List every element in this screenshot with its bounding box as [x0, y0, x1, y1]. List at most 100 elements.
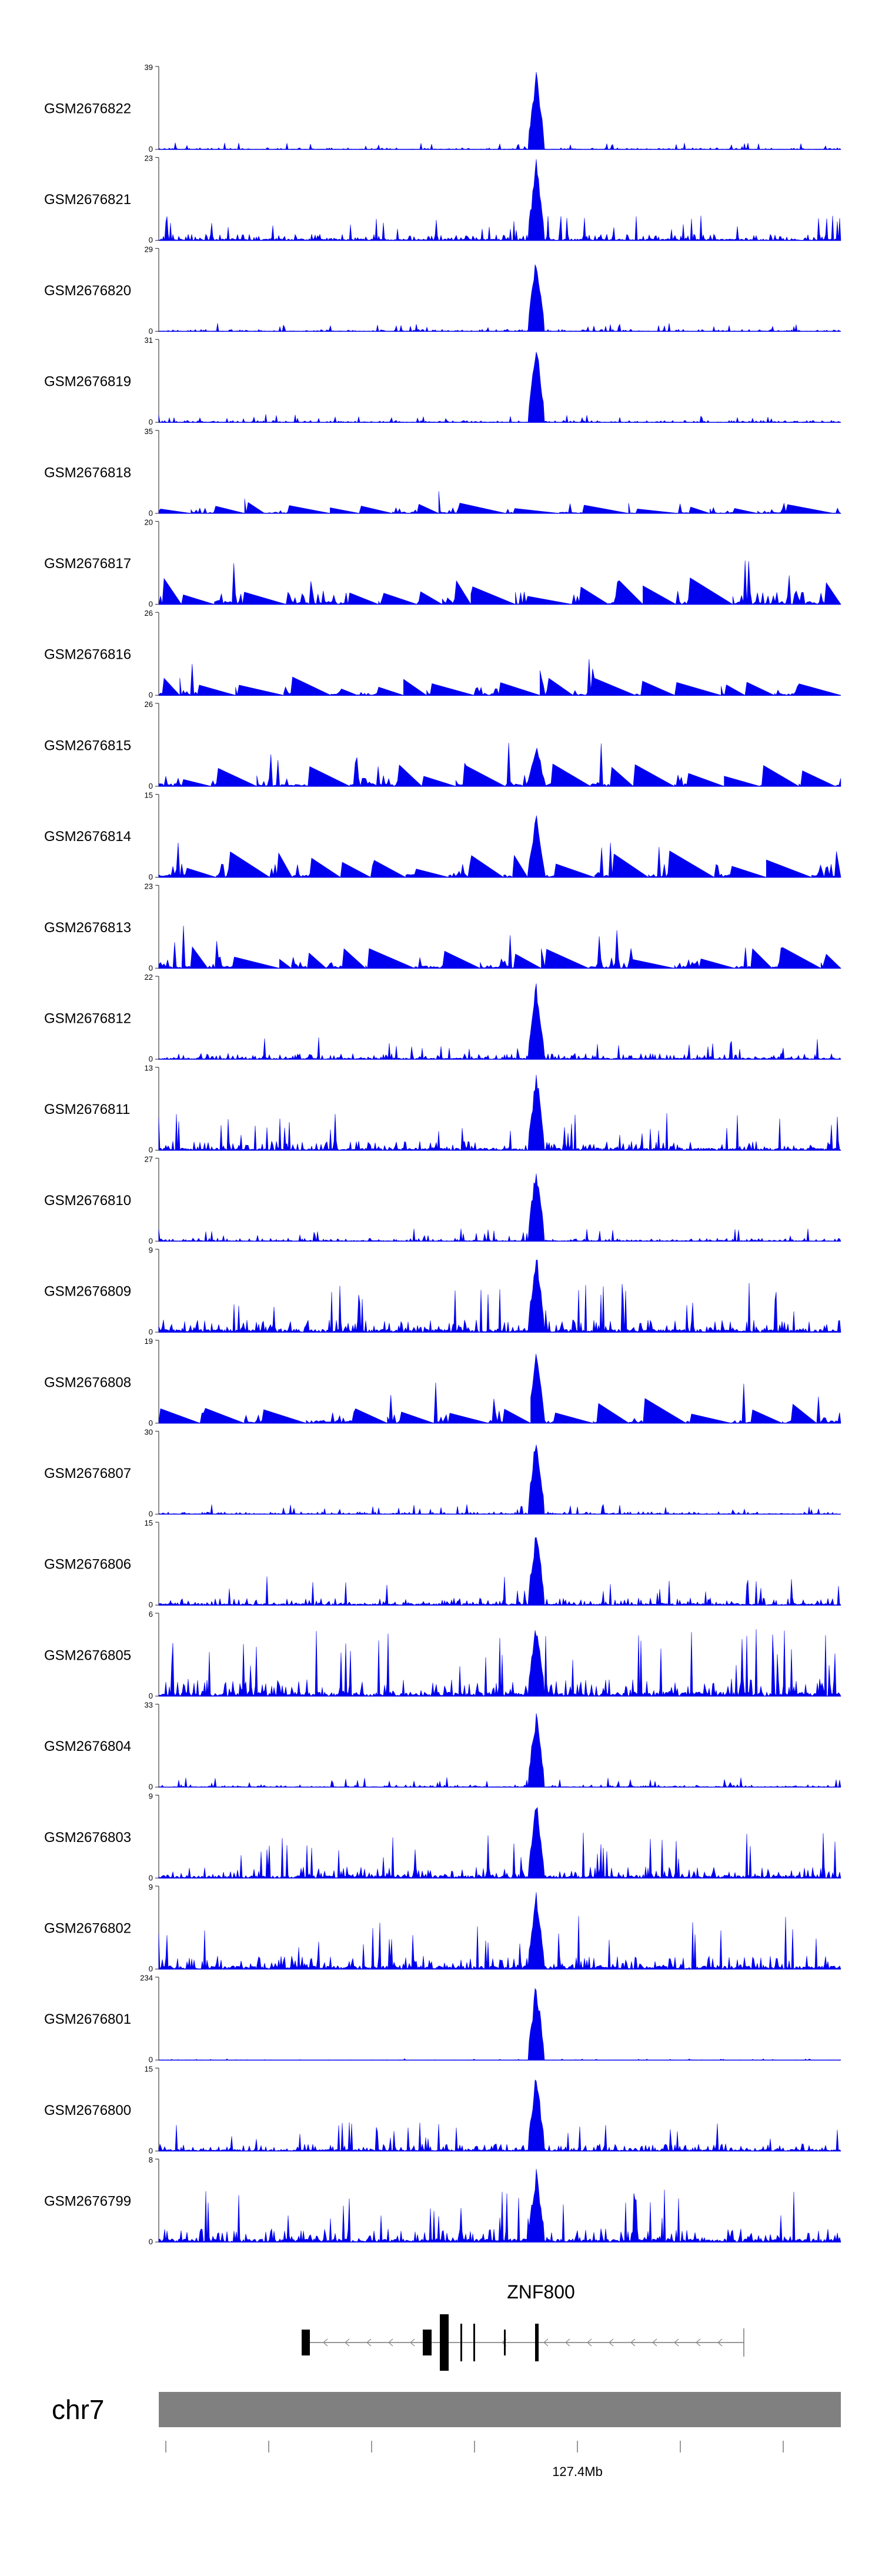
- track-GSM2676807: GSM2676807 30 0: [44, 1428, 841, 1519]
- strand-arrow: [323, 2338, 328, 2347]
- gene-exon: [473, 2324, 475, 2361]
- track-GSM2676817: GSM2676817 20 0: [44, 518, 841, 609]
- strand-arrow: [674, 2338, 679, 2347]
- strand-arrow: [388, 2338, 393, 2347]
- track-y-max-label: 30: [145, 1428, 153, 1437]
- track-y-max-label: 22: [145, 973, 153, 982]
- track-label: GSM2676801: [44, 2011, 131, 2027]
- track-GSM2676805: GSM2676805 6 0: [44, 1610, 841, 1700]
- track-y-max-label: 35: [145, 427, 153, 436]
- track-y-max-label: 13: [145, 1064, 153, 1073]
- track-y-min-label: 0: [149, 2056, 153, 2064]
- strand-arrow: [717, 2338, 723, 2347]
- track-y-max-label: 9: [149, 1791, 153, 1800]
- track-y-max-label: 9: [149, 1246, 153, 1254]
- track-y-max-label: 33: [145, 1701, 153, 1710]
- track-label: GSM2676815: [44, 738, 131, 753]
- track-signal-area: [158, 159, 841, 241]
- track-signal-area: [158, 1444, 841, 1515]
- track-signal-area: [158, 1713, 841, 1788]
- track-y-min-label: 0: [149, 1419, 153, 1427]
- track-y-max-label: 26: [145, 700, 153, 709]
- track-GSM2676799: GSM2676799 8 0: [44, 2155, 841, 2246]
- track-GSM2676822: GSM2676822 39 0: [44, 63, 841, 154]
- track-y-min-label: 0: [149, 326, 153, 335]
- track-y-min-label: 0: [149, 1236, 153, 1245]
- track-signal-area: [158, 1354, 841, 1424]
- track-y-max-label: 27: [145, 1154, 153, 1163]
- track-label: GSM2676816: [44, 647, 131, 663]
- track-GSM2676803: GSM2676803 9 0: [44, 1791, 841, 1882]
- track-y-min-label: 0: [149, 782, 153, 790]
- track-y-max-label: 15: [145, 1519, 153, 1527]
- track-label: GSM2676800: [44, 2103, 131, 2118]
- track-y-min-label: 0: [149, 236, 153, 245]
- gene-label: ZNF800: [507, 2281, 575, 2303]
- track-label: GSM2676812: [44, 1011, 131, 1027]
- track-signal-area: [158, 264, 841, 332]
- gene-exon: [423, 2330, 432, 2355]
- track-label: GSM2676810: [44, 1193, 131, 1209]
- gene-exon: [440, 2314, 449, 2371]
- track-y-min-label: 0: [149, 1055, 153, 1063]
- strand-arrow: [543, 2338, 549, 2347]
- track-GSM2676809: GSM2676809 9 0: [44, 1246, 841, 1336]
- chromosome-bar: [159, 2392, 841, 2427]
- track-y-min-label: 0: [149, 509, 153, 518]
- track-y-min-label: 0: [149, 690, 153, 699]
- track-y-max-label: 19: [145, 1337, 153, 1346]
- strand-arrow: [696, 2338, 701, 2347]
- track-GSM2676815: GSM2676815 26 0: [44, 700, 841, 790]
- coverage-tracks: GSM2676822390GSM2676821230GSM2676820290G…: [44, 63, 841, 2246]
- track-y-min-label: 0: [149, 600, 153, 609]
- gene-exon: [460, 2324, 462, 2361]
- track-signal-area: [158, 815, 841, 878]
- strand-arrow: [565, 2338, 570, 2347]
- track-signal-area: [158, 1892, 841, 1970]
- track-label: GSM2676806: [44, 1557, 131, 1573]
- track-y-max-label: 20: [145, 518, 153, 527]
- track-GSM2676818: GSM2676818 35 0: [44, 427, 841, 518]
- track-GSM2676813: GSM2676813 23 0: [44, 882, 841, 972]
- track-signal-area: [158, 743, 841, 787]
- track-signal-area: [158, 1075, 841, 1151]
- track-y-max-label: 8: [149, 2155, 153, 2164]
- strand-arrow: [410, 2338, 415, 2347]
- track-y-max-label: 9: [149, 1883, 153, 1891]
- chromosome-tick-label: 127.4Mb: [552, 2464, 603, 2479]
- track-label: GSM2676808: [44, 1374, 131, 1390]
- track-label: GSM2676814: [44, 829, 131, 845]
- track-signal-area: [158, 491, 841, 514]
- track-y-max-label: 234: [140, 1974, 153, 1983]
- track-y-min-label: 0: [149, 1146, 153, 1154]
- strand-arrow: [366, 2338, 372, 2347]
- track-signal-area: [158, 983, 841, 1060]
- track-y-min-label: 0: [149, 1873, 153, 1882]
- track-GSM2676820: GSM2676820 29 0: [44, 245, 841, 335]
- track-GSM2676812: GSM2676812 22 0: [44, 973, 841, 1063]
- track-GSM2676800: GSM2676800 15 0: [44, 2064, 841, 2155]
- track-y-min-label: 0: [149, 1783, 153, 1791]
- track-y-max-label: 23: [145, 882, 153, 890]
- track-y-min-label: 0: [149, 2146, 153, 2155]
- chromosome-label: chr7: [52, 2394, 104, 2425]
- track-signal-area: [158, 1173, 841, 1242]
- track-signal-area: [158, 2079, 841, 2152]
- track-y-max-label: 31: [145, 336, 153, 345]
- strand-arrow: [587, 2338, 592, 2347]
- track-y-max-label: 29: [145, 245, 153, 253]
- track-y-max-label: 6: [149, 1610, 153, 1619]
- track-label: GSM2676819: [44, 374, 131, 390]
- track-label: GSM2676817: [44, 556, 131, 572]
- track-y-min-label: 0: [149, 1691, 153, 1700]
- track-label: GSM2676820: [44, 283, 131, 299]
- track-label: GSM2676822: [44, 101, 131, 117]
- track-GSM2676819: GSM2676819 31 0: [44, 336, 841, 426]
- track-label: GSM2676803: [44, 1830, 131, 1846]
- track-y-min-label: 0: [149, 418, 153, 426]
- track-signal-area: [158, 352, 841, 423]
- track-GSM2676811: GSM2676811 13 0: [44, 1064, 841, 1154]
- gene-exon: [535, 2324, 539, 2361]
- gene-exon: [504, 2330, 506, 2355]
